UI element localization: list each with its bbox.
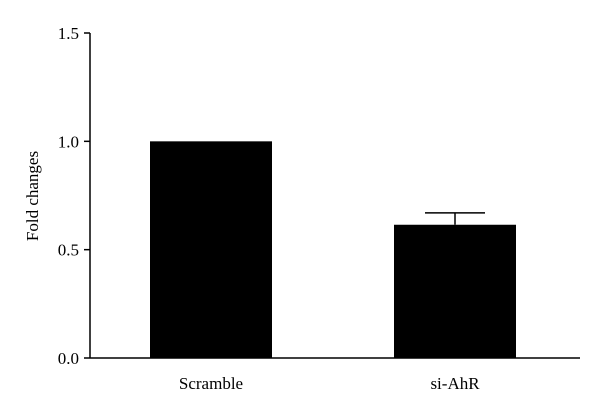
y-axis-title: Fold changes (23, 151, 42, 241)
y-tick-label: 1.0 (58, 132, 79, 151)
axes-layer (84, 32, 580, 359)
bars-layer (150, 141, 516, 358)
labels-layer: Scramble si-AhR 0.0 0.5 1.0 1.5 (58, 24, 480, 393)
bar-scramble (150, 141, 272, 358)
y-tick-label: 0.5 (58, 241, 79, 260)
bar-si-ahr (394, 224, 516, 358)
x-tick-label: si-AhR (430, 374, 480, 393)
y-tick-label: 0.0 (58, 349, 79, 368)
error-bars-layer (425, 212, 485, 225)
x-tick-label: Scramble (179, 374, 243, 393)
y-tick-label: 1.5 (58, 24, 79, 43)
